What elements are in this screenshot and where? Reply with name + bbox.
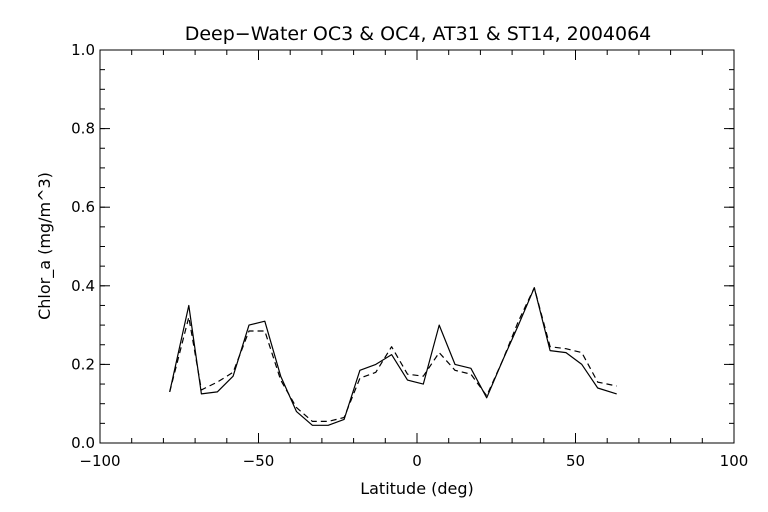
x-tick-label: 50 bbox=[566, 452, 585, 470]
data-series bbox=[169, 287, 617, 426]
x-tick-label: 0 bbox=[412, 452, 422, 470]
plot-frame bbox=[99, 49, 735, 444]
series-dashed-line bbox=[169, 287, 617, 422]
x-tick-label: −100 bbox=[79, 452, 120, 470]
y-axis-label: Chlor_a (mg/m^3) bbox=[35, 172, 55, 320]
y-tick-label: 1.0 bbox=[71, 41, 95, 59]
chart-title: Deep−Water OC3 & OC4, AT31 & ST14, 20040… bbox=[185, 23, 652, 45]
x-tick-label: 100 bbox=[720, 452, 749, 470]
y-tick-label: 0.0 bbox=[71, 434, 95, 452]
y-tick-label: 0.8 bbox=[71, 120, 95, 138]
x-axis-label: Latitude (deg) bbox=[360, 479, 474, 498]
y-tick-label: 0.6 bbox=[71, 198, 95, 216]
axis-ticks bbox=[99, 49, 735, 444]
x-tick-label: −50 bbox=[243, 452, 275, 470]
series-solid-line bbox=[169, 287, 617, 426]
y-tick-label: 0.4 bbox=[71, 277, 95, 295]
axis-tick-labels: −100 −50 0 50 100 0.0 0.2 0.4 0.6 0.8 1.0 bbox=[71, 41, 748, 470]
y-tick-label: 0.2 bbox=[71, 355, 95, 373]
